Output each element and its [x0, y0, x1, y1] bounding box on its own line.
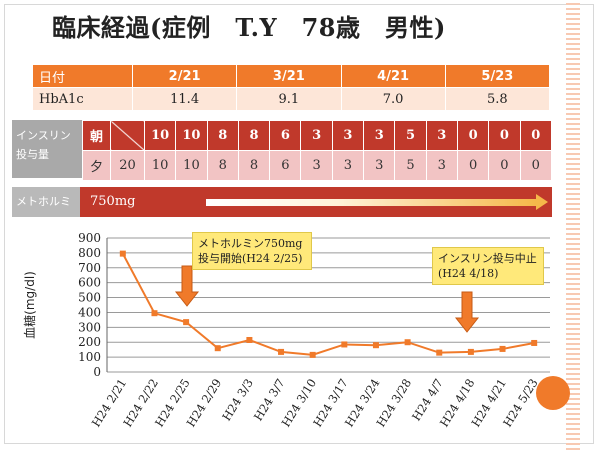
note1-line1: メトホルミン750mg [198, 237, 303, 250]
data-point [278, 348, 285, 355]
data-point [531, 339, 538, 346]
y-tick-label: 100 [78, 350, 101, 364]
data-point [214, 345, 221, 352]
evening-dose-cell: 6 [269, 150, 302, 181]
insulin-dose-label: インスリン 投与量 [12, 120, 82, 178]
y-tick-label: 900 [78, 231, 101, 245]
y-axis-label: 血糖(mg/dl) [22, 271, 37, 339]
metformin-label: メトホルミン [12, 187, 80, 238]
morning-dose-cell: 0 [519, 120, 553, 151]
data-point [499, 345, 506, 352]
evening-dose-cell: 8 [237, 150, 271, 181]
data-point [183, 319, 190, 326]
data-point [467, 348, 474, 355]
empty-slash-cell [110, 120, 145, 151]
hba1c-value: 9.1 [236, 87, 342, 111]
hba1c-value: 11.4 [131, 87, 238, 111]
y-tick-label: 400 [78, 305, 101, 319]
y-tick-label: 800 [78, 246, 101, 260]
evening-dose-cell: 0 [456, 150, 490, 181]
hba1c-label: HbA1c [32, 87, 133, 111]
evening-dose-cell: 8 [206, 150, 239, 181]
slide-frame [4, 4, 594, 444]
date-header: 日付 [32, 64, 133, 88]
decorative-circle [536, 376, 570, 410]
morning-dose-cell: 3 [425, 120, 458, 151]
morning-label: 朝 [82, 120, 111, 151]
y-tick-label: 600 [78, 276, 101, 290]
metformin-dose: 750mg [90, 194, 136, 209]
morning-dose-cell: 3 [363, 120, 396, 151]
data-point [246, 336, 253, 343]
morning-dose-cell: 10 [143, 120, 177, 151]
hba1c-value: 7.0 [340, 87, 446, 111]
insulin-stop-arrow [454, 291, 480, 333]
data-point [341, 341, 348, 348]
data-point [309, 351, 316, 358]
evening-dose-cell: 0 [488, 150, 521, 181]
date-cell: 3/21 [236, 64, 342, 88]
evening-dose-cell: 3 [363, 150, 396, 181]
page-title: 臨床経過(症例 T.Y 78歳 男性) [52, 13, 446, 42]
metformin-arrow-shaft [206, 199, 536, 206]
decorative-stripe [566, 0, 580, 450]
insulin-label-line2: 投与量 [16, 148, 49, 161]
date-cell: 2/21 [131, 64, 238, 88]
metformin-arrow-head [536, 194, 548, 210]
morning-dose-cell: 3 [331, 120, 365, 151]
insulin-stop-note: インスリン投与中止 (H24 4/18) [432, 247, 544, 285]
evening-dose-cell: 3 [331, 150, 365, 181]
evening-dose-cell: 10 [143, 150, 177, 181]
evening-label: 夕 [82, 150, 111, 181]
note2-line2: (H24 4/18) [438, 267, 499, 280]
note1-line2: 投与開始(H24 2/25) [198, 252, 303, 265]
y-tick-label: 0 [93, 365, 101, 379]
morning-dose-cell: 5 [394, 120, 427, 151]
y-tick-label: 300 [78, 320, 101, 334]
y-tick-label: 500 [78, 291, 101, 305]
evening-dose-cell: 10 [175, 150, 208, 181]
data-point [404, 339, 411, 346]
note2-line1: インスリン投与中止 [438, 252, 537, 265]
evening-dose-cell: 3 [425, 150, 458, 181]
evening-dose-cell: 3 [300, 150, 333, 181]
metformin-bar: メトホルミン 750mg [12, 187, 552, 238]
date-cell: 5/23 [444, 64, 551, 88]
date-cell: 4/21 [340, 64, 446, 88]
insulin-label-line1: インスリン [16, 129, 71, 142]
y-tick-label: 700 [78, 261, 101, 275]
data-point [372, 342, 379, 349]
evening-dose-cell: 0 [519, 150, 553, 181]
data-point [119, 250, 126, 257]
morning-dose-cell: 0 [456, 120, 490, 151]
hba1c-value: 5.8 [444, 87, 551, 111]
metformin-start-arrow [174, 265, 200, 307]
insulin-table: 朝 10 10 8 8 6 3 3 3 5 3 0 0 0 夕 20 10 10 8 8 6 3 3 3 5 3 0 0 0 [82, 120, 553, 181]
glucose-line [121, 253, 535, 356]
metformin-start-note: メトホルミン750mg 投与開始(H24 2/25) [192, 232, 312, 270]
data-point [151, 310, 158, 317]
morning-dose-cell: 3 [300, 120, 333, 151]
morning-dose-cell: 10 [175, 120, 208, 151]
morning-dose-cell: 8 [237, 120, 271, 151]
y-tick-label: 200 [78, 335, 101, 349]
data-point [436, 349, 443, 356]
evening-dose-cell: 20 [110, 150, 145, 181]
evening-dose-cell: 5 [394, 150, 427, 181]
hba1c-table: 日付 2/21 3/21 4/21 5/23 HbA1c 11.4 9.1 7.… [32, 64, 551, 111]
